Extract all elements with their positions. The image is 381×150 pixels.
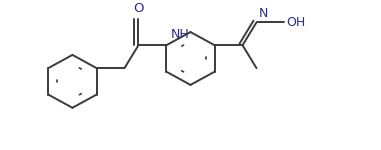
Text: OH: OH	[287, 16, 306, 29]
Text: N: N	[258, 8, 268, 20]
Text: NH: NH	[170, 28, 189, 41]
Text: O: O	[133, 2, 144, 15]
